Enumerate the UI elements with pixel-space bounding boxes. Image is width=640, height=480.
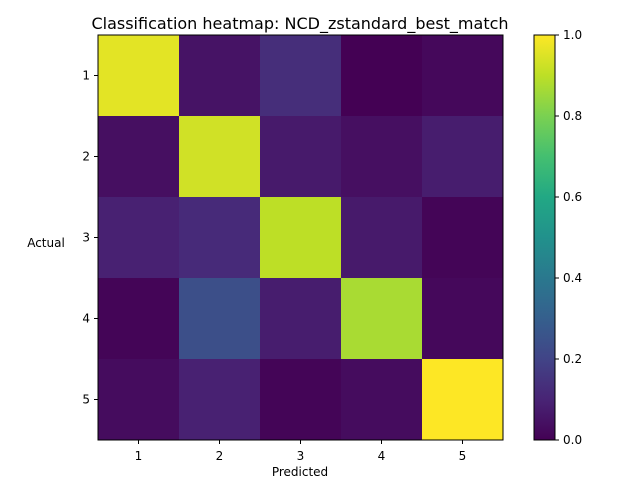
heatmap-cell-r3-c3 — [260, 197, 342, 279]
heatmap-cell-r1-c5 — [422, 35, 504, 117]
heatmap-cell-r2-c2 — [179, 116, 261, 198]
y-tick-label: 2 — [82, 150, 90, 164]
colorbar-tick-label: 0.6 — [563, 190, 582, 204]
heatmap-cell-r4-c5 — [422, 278, 504, 360]
heatmap-cell-r1-c2 — [179, 35, 261, 117]
heatmap-cell-r2-c4 — [341, 116, 423, 198]
colorbar-ticks: 0.0 0.2 0.4 0.6 0.8 1.0 — [555, 28, 582, 447]
heatmap-cell-r3-c5 — [422, 197, 504, 279]
heatmap-cell-r2-c5 — [422, 116, 504, 198]
heatmap-cell-r4-c2 — [179, 278, 261, 360]
colorbar-tick-label: 0.0 — [563, 433, 582, 447]
heatmap-cell-r3-c4 — [341, 197, 423, 279]
x-axis-label: Predicted — [272, 465, 328, 479]
heatmap-cell-r1-c1 — [98, 35, 180, 117]
x-tick-label: 2 — [216, 449, 224, 463]
heatmap-cell-r2-c1 — [98, 116, 180, 198]
colorbar-tick-label: 1.0 — [563, 28, 582, 42]
y-tick-label: 5 — [82, 393, 90, 407]
colorbar — [533, 34, 556, 441]
x-tick-label: 3 — [297, 449, 305, 463]
heatmap-cell-r4-c4 — [341, 278, 423, 360]
heatmap-cell-r5-c2 — [179, 359, 261, 441]
chart-title: Classification heatmap: NCD_zstandard_be… — [91, 14, 508, 34]
heatmap-cells — [98, 35, 504, 441]
heatmap-cell-r4-c3 — [260, 278, 342, 360]
x-tick-label: 1 — [135, 449, 143, 463]
heatmap-cell-r3-c1 — [98, 197, 180, 279]
heatmap-cell-r5-c4 — [341, 359, 423, 441]
heatmap-cell-r3-c2 — [179, 197, 261, 279]
y-tick-label: 4 — [82, 312, 90, 326]
colorbar-tick-label: 0.4 — [563, 271, 582, 285]
heatmap-cell-r1-c3 — [260, 35, 342, 117]
colorbar-tick-label: 0.2 — [563, 352, 582, 366]
heatmap-cell-r5-c3 — [260, 359, 342, 441]
y-axis-ticks: 1 2 3 4 5 — [82, 69, 98, 407]
heatmap-cell-r5-c1 — [98, 359, 180, 441]
heatmap-cell-r4-c1 — [98, 278, 180, 360]
y-tick-label: 1 — [82, 69, 90, 83]
heatmap-cell-r5-c5 — [422, 359, 504, 441]
x-tick-label: 4 — [378, 449, 386, 463]
x-tick-label: 5 — [459, 449, 467, 463]
y-tick-label: 3 — [82, 231, 90, 245]
x-axis-ticks: 1 2 3 4 5 — [135, 440, 467, 463]
heatmap-cell-r1-c4 — [341, 35, 423, 117]
y-axis-label: Actual — [27, 236, 65, 250]
colorbar-tick-label: 0.8 — [563, 109, 582, 123]
heatmap-cell-r2-c3 — [260, 116, 342, 198]
